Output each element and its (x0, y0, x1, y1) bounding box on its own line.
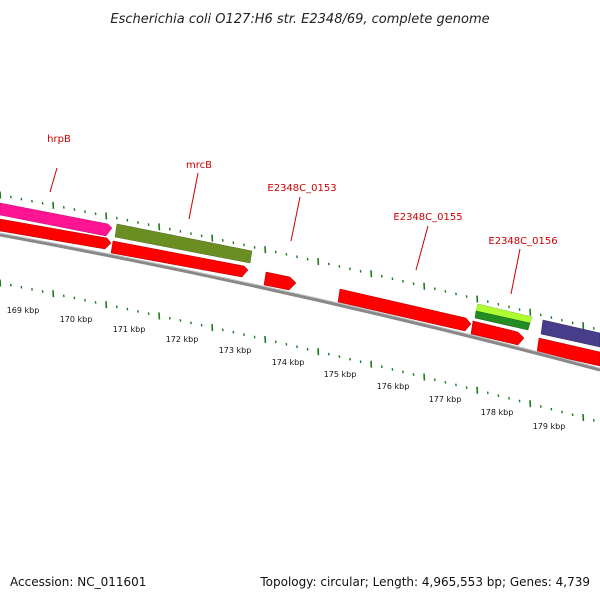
gene-E2348C_0156-dark[interactable] (474, 310, 531, 331)
scale-label: 176 kbp (377, 382, 410, 391)
genome-backbone (0, 233, 600, 372)
gene-label-E2348C_0155: E2348C_0155 (393, 212, 462, 223)
scale-label: 174 kbp (272, 358, 305, 367)
gene-label-E2348C_0156: E2348C_0156 (488, 236, 557, 247)
cds-track (0, 218, 600, 367)
gene-mrcB[interactable] (114, 223, 253, 264)
cds-1[interactable] (0, 218, 112, 250)
scale-label: 177 kbp (429, 395, 462, 404)
scale-label: 171 kbp (113, 325, 146, 334)
gene-label-hrpB: hrpB (47, 134, 71, 145)
scale-label: 178 kbp (481, 408, 514, 417)
cds-E2348C_0155[interactable] (337, 288, 472, 332)
scale-label: 173 kbp (219, 346, 252, 355)
gene-label-mrcB: mrcB (186, 160, 212, 171)
scale-label: 175 kbp (324, 370, 357, 379)
scale-label: 169 kbp (7, 306, 40, 315)
outer-tick-ring (0, 191, 595, 330)
feature-track-top (0, 202, 600, 348)
cds-E2348C_0156[interactable] (470, 320, 525, 346)
gene-label-E2348C_0153: E2348C_0153 (267, 183, 336, 194)
gene-leaders (49, 167, 521, 295)
map-title: Escherichia coli O127:H6 str. E2348/69, … (110, 12, 489, 27)
cds-extra[interactable] (536, 337, 600, 367)
scale-label: 172 kbp (166, 335, 199, 344)
genome-summary-text: Topology: circular; Length: 4,965,553 bp… (259, 575, 590, 589)
gene-labels: hrpB mrcB E2348C_0153 E2348C_0155 E2348C… (47, 134, 557, 247)
cds-2[interactable] (110, 240, 249, 278)
accession-text: Accession: NC_011601 (10, 575, 146, 589)
genome-backbone-highlight (0, 232, 600, 369)
gene-hrpB[interactable] (0, 202, 113, 237)
scale-label: 179 kbp (533, 422, 566, 431)
cds-E2348C_0153[interactable] (263, 271, 297, 291)
gene-extra-purple[interactable] (540, 319, 600, 348)
scale-tick-ring (0, 279, 595, 422)
scale-label: 170 kbp (60, 315, 93, 324)
scale-labels: 169 kbp 170 kbp 171 kbp 172 kbp 173 kbp … (7, 306, 566, 431)
